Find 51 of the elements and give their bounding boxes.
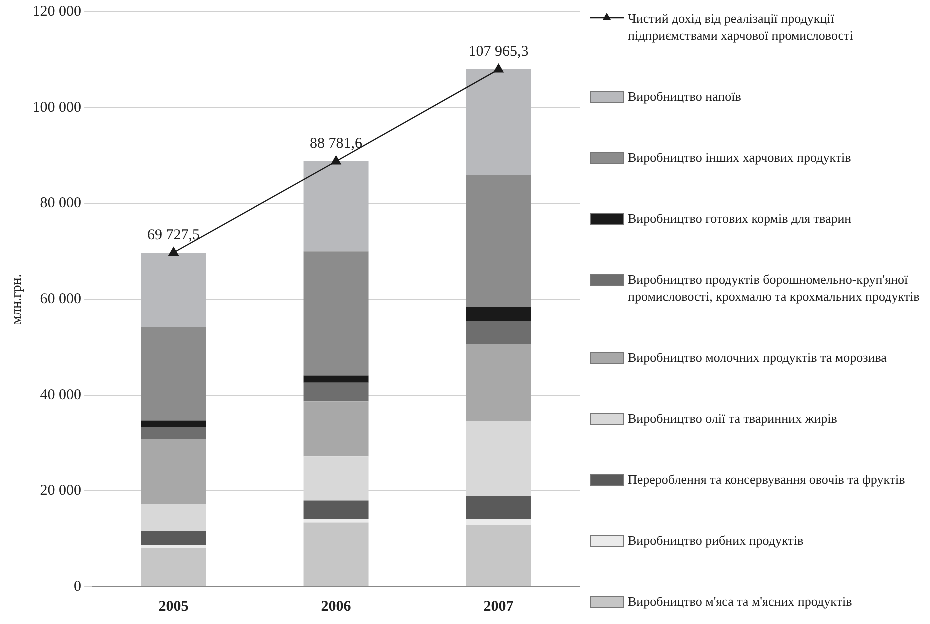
data-label: 107 965,3 [468, 44, 529, 60]
bar [141, 420, 206, 428]
bar [304, 402, 369, 457]
y-tick-label: 120 000 [32, 4, 82, 20]
bar [466, 518, 532, 526]
bar [466, 321, 532, 344]
x-tick-label: 2007 [484, 598, 514, 615]
bar [466, 496, 532, 519]
y-tick-label: 80 000 [40, 196, 82, 212]
y-tick-label: 40 000 [40, 387, 82, 404]
y-tick-label: 0 [74, 578, 82, 595]
bar [304, 252, 369, 376]
bar [141, 548, 206, 586]
bar [304, 519, 369, 523]
legend-label: Виробництво олії та тваринних жирів [628, 410, 838, 427]
bar [141, 253, 206, 328]
point [168, 247, 179, 256]
bar [141, 439, 206, 504]
x-tick-label: 2006 [321, 598, 352, 615]
data-label: 69 727,5 [148, 227, 200, 244]
bar [141, 427, 206, 440]
legend-label: Виробництво готових кормів для тварин [628, 210, 852, 227]
legend-label: Виробництво молочних продуктів та морозива [628, 349, 887, 366]
legend-label: Виробництво рибних продуктів [628, 532, 804, 549]
bar [141, 531, 206, 546]
bar [466, 525, 532, 586]
bar [466, 175, 532, 308]
legend-label: Виробництво м'яса та м'ясних продуктів [628, 593, 852, 610]
bar [141, 504, 206, 532]
y-tick-label: 100 000 [32, 100, 82, 116]
bar [304, 382, 369, 402]
bar [466, 70, 532, 176]
legend-label: Виробництво продуктів борошномельно-круп'яної промисловості, крохмалю та крохмальних продуктів [628, 271, 921, 305]
legend-label: Виробництво напоїв [628, 88, 742, 105]
legend-label: Виробництво інших харчових продуктів [628, 149, 852, 166]
legend-label: Чистий дохід від реалізації продукції підприємствами харчової промисловості [628, 10, 854, 44]
point [331, 156, 342, 165]
bar [304, 162, 369, 252]
bar [304, 376, 369, 383]
y-tick-label: 20 000 [40, 483, 82, 500]
x-tick-label: 2005 [158, 598, 189, 615]
bar [466, 307, 532, 322]
bar [141, 327, 206, 421]
data-label: 88 781,6 [310, 136, 364, 152]
bar [304, 500, 369, 520]
legend-label: Перероблення та консервування овочів та фруктів [628, 471, 906, 488]
y-axis-title: млн.грн. [10, 274, 26, 325]
bar [304, 522, 369, 586]
bar [466, 344, 532, 422]
point [494, 64, 504, 73]
y-tick-label: 60 000 [40, 291, 82, 308]
